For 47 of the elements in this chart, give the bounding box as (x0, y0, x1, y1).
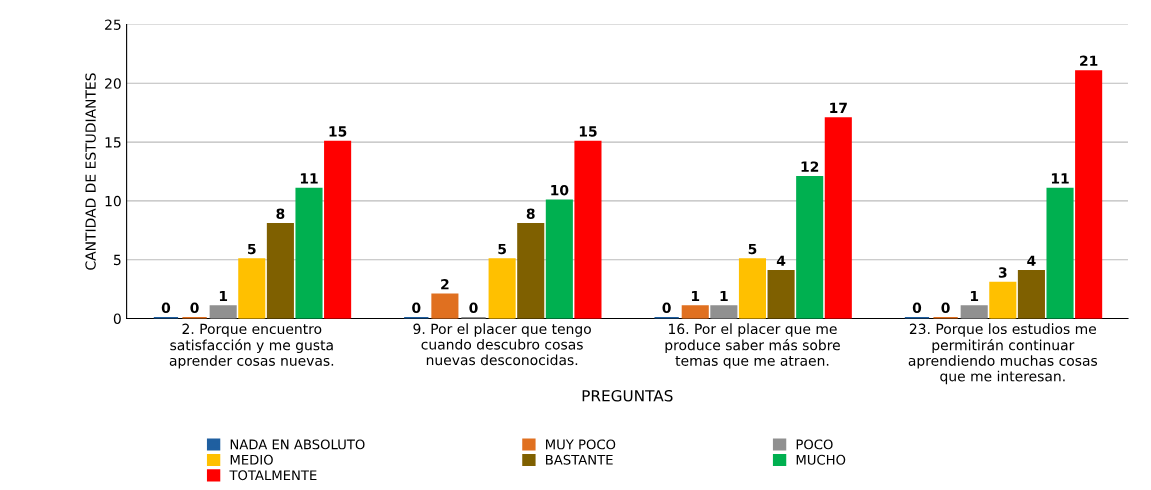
legend-label: MUCHO (796, 454, 846, 465)
data-label: 4 (776, 255, 786, 266)
legend-label: NADA EN ABSOLUTO (230, 439, 365, 450)
data-label: 0 (190, 302, 199, 314)
x-tick-label: 2. Porque encuentro satisfacción y me gusta aprender cosas nuevas. (169, 323, 334, 369)
y-tick-label: 25 (105, 19, 121, 30)
data-label: 15 (329, 126, 347, 137)
data-label: 5 (248, 243, 256, 255)
y-tick-label: 0 (113, 313, 121, 324)
data-label: 0 (469, 302, 478, 314)
data-label: 0 (161, 302, 171, 314)
y-tick-label: 20 (105, 78, 121, 89)
data-label: 11 (300, 173, 318, 184)
data-label: 4 (1027, 255, 1036, 266)
legend-label: BASTANTE (546, 454, 613, 465)
data-label: 5 (748, 243, 757, 255)
data-label: 17 (830, 102, 847, 113)
data-label: 12 (801, 161, 819, 172)
x-tick-label: 23. Porque los estudios me permitirán continuar aprendiendo muchas cosas que me interesan. (908, 323, 1098, 385)
legend-label: POCO (796, 439, 833, 450)
data-label: 15 (579, 126, 597, 137)
data-label: 3 (998, 267, 1007, 278)
y-tick-label: 5 (113, 254, 121, 266)
data-label: 0 (662, 302, 671, 314)
legend-label: MUY POCO (546, 439, 616, 450)
data-label: 1 (219, 290, 228, 302)
x-tick-label: 16. Por el placer que me produce saber más sobre temas que me atraen. (665, 323, 840, 369)
data-label: 1 (970, 290, 979, 302)
data-label: 0 (912, 302, 922, 314)
data-label: 8 (276, 208, 285, 219)
data-label: 1 (691, 290, 700, 302)
x-tick-label: 9. Por el placer que tengo cuando descubro cosas nuevas desconocidas. (413, 323, 591, 366)
data-label: 10 (551, 184, 569, 196)
y-axis-title: CANTIDAD DE ESTUDIANTES (85, 73, 96, 270)
y-tick-label: 15 (105, 137, 121, 148)
data-label: 0 (412, 302, 421, 314)
x-axis-title: PREGUNTAS (582, 389, 673, 402)
legend-label: TOTALMENTE (229, 470, 317, 481)
data-label: 8 (526, 208, 535, 219)
y-tick-label: 10 (105, 195, 121, 207)
data-label: 0 (941, 302, 950, 314)
data-label: 11 (1051, 173, 1069, 184)
legend-label: MEDIO (230, 454, 273, 465)
data-label: 21 (1080, 55, 1098, 66)
data-label: 2 (441, 279, 449, 290)
data-label: 5 (498, 243, 506, 255)
data-label: 1 (720, 290, 728, 302)
